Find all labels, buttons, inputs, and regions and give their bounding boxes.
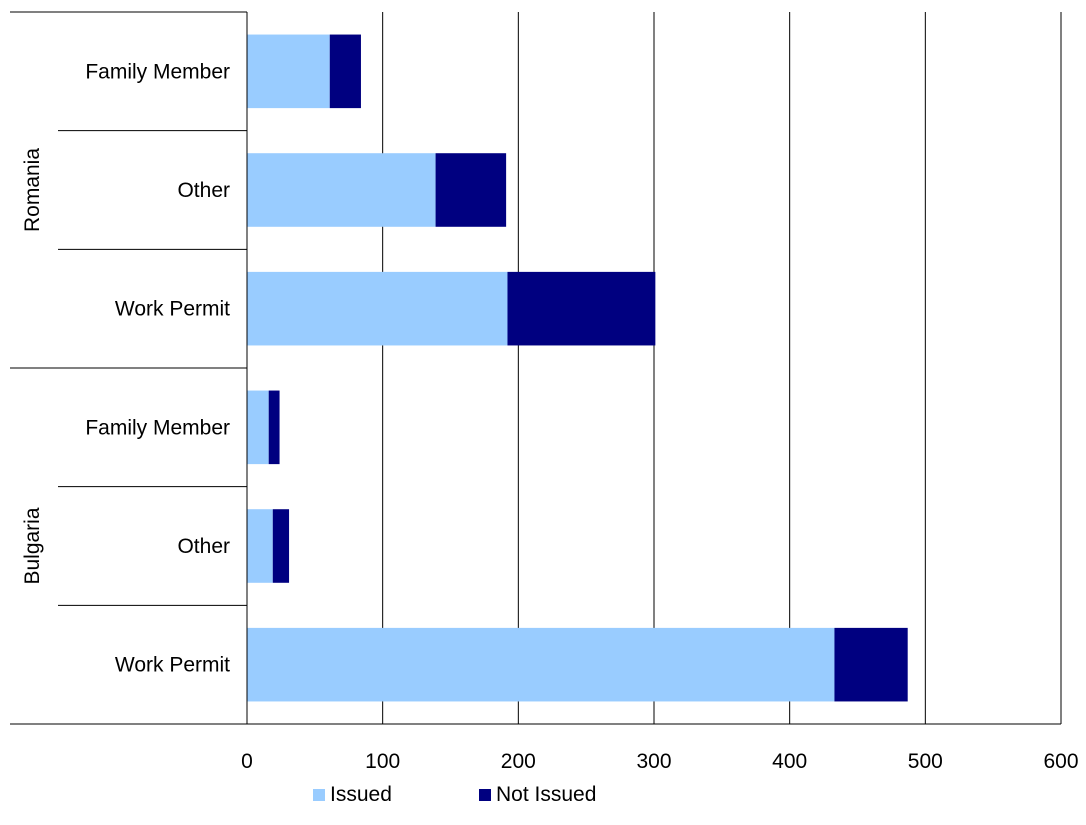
bar-not-issued bbox=[507, 271, 656, 346]
x-tick-label: 0 bbox=[241, 750, 253, 773]
bar-issued bbox=[247, 627, 835, 702]
category-label: Work Permit bbox=[115, 298, 230, 321]
bar-not-issued bbox=[834, 627, 908, 702]
legend-label: Issued bbox=[330, 783, 392, 806]
bar-not-issued bbox=[272, 509, 290, 583]
legend: Issued Not Issued bbox=[313, 783, 596, 806]
category-label: Other bbox=[177, 535, 230, 558]
category-label: Family Member bbox=[85, 416, 230, 439]
gridlines bbox=[382, 12, 1062, 724]
x-tick-label: 300 bbox=[636, 750, 671, 773]
bar-issued bbox=[247, 271, 508, 346]
bar-not-issued bbox=[268, 390, 280, 465]
legend-label: Not Issued bbox=[496, 783, 596, 806]
bar-issued bbox=[247, 153, 436, 227]
bars bbox=[247, 34, 908, 702]
x-tick-label: 400 bbox=[772, 750, 807, 773]
group-label: Romania bbox=[21, 148, 44, 232]
x-tick-label: 100 bbox=[365, 750, 400, 773]
category-label: Work Permit bbox=[115, 654, 230, 677]
category-label: Family Member bbox=[85, 60, 230, 83]
x-tick-label: 600 bbox=[1043, 750, 1078, 773]
x-tick-label: 500 bbox=[908, 750, 943, 773]
bar-issued bbox=[247, 34, 330, 109]
bar-not-issued bbox=[329, 34, 361, 109]
x-tick-labels: 0 100 200 300 400 500 600 bbox=[241, 750, 1078, 773]
bar-issued bbox=[247, 509, 273, 583]
legend-swatch bbox=[313, 789, 325, 801]
category-labels: Family Member Other Work Permit Family Memb… bbox=[21, 60, 230, 676]
legend-item: Not Issued bbox=[479, 783, 596, 806]
legend-item: Issued bbox=[313, 783, 392, 806]
legend-swatch bbox=[479, 789, 491, 801]
x-tick-label: 200 bbox=[501, 750, 536, 773]
group-label: Bulgaria bbox=[21, 507, 44, 584]
category-label: Other bbox=[177, 179, 230, 202]
bar-not-issued bbox=[435, 153, 507, 227]
bar-issued bbox=[247, 390, 269, 465]
axes bbox=[10, 11, 1061, 725]
